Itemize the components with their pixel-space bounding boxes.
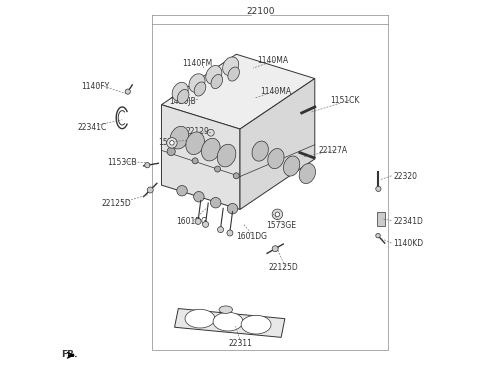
Text: 1430JB: 1430JB <box>169 97 196 106</box>
Text: 1151CK: 1151CK <box>330 96 359 105</box>
Circle shape <box>203 221 209 227</box>
Circle shape <box>215 166 220 172</box>
Ellipse shape <box>223 57 239 76</box>
Ellipse shape <box>170 126 189 149</box>
Text: 1601DG: 1601DG <box>177 217 207 226</box>
Text: 22125D: 22125D <box>268 263 298 272</box>
Ellipse shape <box>202 138 220 161</box>
Bar <box>376 212 385 226</box>
Circle shape <box>376 186 381 191</box>
Ellipse shape <box>217 144 236 167</box>
Text: 1140MA: 1140MA <box>257 56 288 65</box>
Text: 22341D: 22341D <box>393 217 423 226</box>
Circle shape <box>170 141 174 145</box>
Circle shape <box>272 246 278 252</box>
Circle shape <box>207 129 214 136</box>
Ellipse shape <box>252 141 268 161</box>
Polygon shape <box>161 105 240 209</box>
Circle shape <box>227 230 233 236</box>
Ellipse shape <box>185 309 215 328</box>
Ellipse shape <box>283 156 300 176</box>
Ellipse shape <box>194 82 206 96</box>
Text: 1140FY: 1140FY <box>81 82 109 91</box>
Circle shape <box>275 212 280 217</box>
Ellipse shape <box>219 306 232 313</box>
Circle shape <box>376 233 380 238</box>
Circle shape <box>167 147 175 156</box>
Text: 1573GE: 1573GE <box>266 221 296 230</box>
Ellipse shape <box>213 312 243 331</box>
Polygon shape <box>240 79 315 209</box>
Text: 1140MA: 1140MA <box>261 87 292 96</box>
Text: 1153CB: 1153CB <box>107 158 137 167</box>
Ellipse shape <box>211 74 223 89</box>
Ellipse shape <box>241 315 271 334</box>
Circle shape <box>125 89 131 94</box>
Text: 22129: 22129 <box>186 127 210 136</box>
Circle shape <box>177 186 187 196</box>
Polygon shape <box>68 354 73 356</box>
Text: 1140KD: 1140KD <box>393 239 423 248</box>
Text: 22341C: 22341C <box>77 123 107 132</box>
Circle shape <box>272 209 283 220</box>
Ellipse shape <box>299 163 315 184</box>
Circle shape <box>217 227 224 233</box>
Ellipse shape <box>172 82 188 101</box>
Text: FR.: FR. <box>61 350 78 359</box>
Ellipse shape <box>228 67 240 81</box>
Ellipse shape <box>206 65 222 84</box>
Circle shape <box>233 173 239 179</box>
Ellipse shape <box>177 89 189 104</box>
Polygon shape <box>175 309 285 337</box>
Text: 1601DG: 1601DG <box>236 232 267 241</box>
Text: 22320: 22320 <box>393 172 417 181</box>
Circle shape <box>167 138 177 148</box>
Bar <box>152 24 388 350</box>
Polygon shape <box>161 54 315 129</box>
Ellipse shape <box>189 74 205 92</box>
Text: 1140FM: 1140FM <box>182 59 212 68</box>
Circle shape <box>193 191 204 202</box>
Circle shape <box>195 218 201 224</box>
Circle shape <box>228 203 238 214</box>
Ellipse shape <box>186 132 204 154</box>
Ellipse shape <box>268 148 284 169</box>
Circle shape <box>192 158 198 164</box>
Text: 22127A: 22127A <box>319 146 348 155</box>
Text: 22125D: 22125D <box>102 199 132 208</box>
Text: 1573GE: 1573GE <box>158 138 188 147</box>
Circle shape <box>210 197 221 208</box>
Text: 22311: 22311 <box>228 339 252 348</box>
Circle shape <box>147 187 153 193</box>
Circle shape <box>144 163 150 168</box>
Text: 22100: 22100 <box>246 7 275 16</box>
